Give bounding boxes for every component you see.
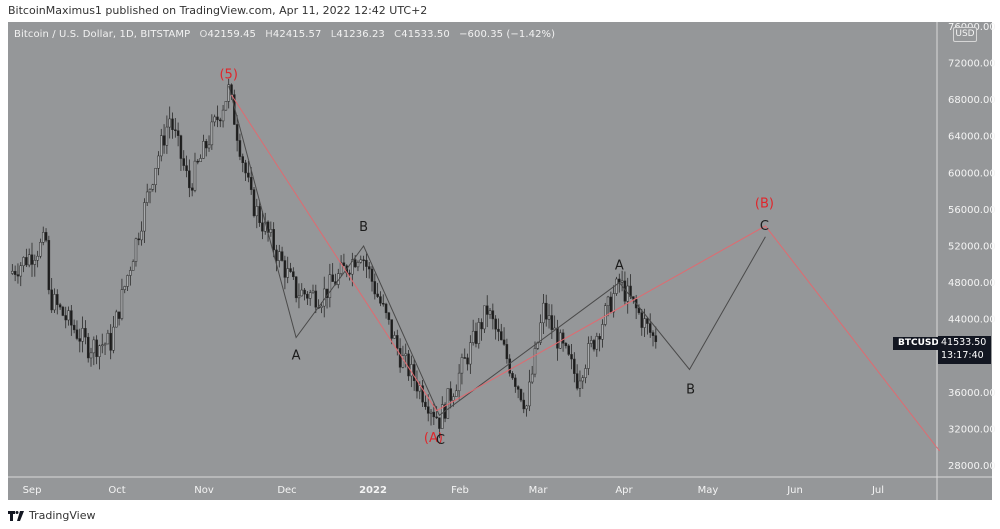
time-tick-label: Mar [529,485,549,496]
candlestick-series [11,78,658,439]
tradingview-logo-icon [8,510,24,521]
symbol-price-tag: BTCUSD [893,337,944,350]
close-value: C41533.50 [394,29,450,40]
price-tick-label: 68000.00 [948,95,996,106]
wave-labels: (5)AB(A)CAB(B)C [219,67,773,447]
price-tick-label: 52000.00 [948,242,996,253]
price-tick-label: 56000.00 [948,205,996,216]
price-tick-label: 72000.00 [948,59,996,70]
time-tick-label: Nov [194,485,214,496]
change-value: −600.35 (−1.42%) [459,29,556,40]
time-tick-label: 2022 [359,485,387,496]
time-tick-label: Feb [451,485,469,496]
time-tick-label: Apr [615,485,633,496]
bar-countdown: 13:17:40 [941,350,984,361]
price-tick-label: 32000.00 [948,425,996,436]
time-tick-label: Oct [108,485,125,496]
price-axis[interactable]: 76000.0072000.0068000.0064000.0060000.00… [948,22,996,472]
wave-label: B [686,383,695,398]
wave-label: (A) [424,431,443,446]
time-tick-label: May [698,485,719,496]
ohlc-legend: Bitcoin / U.S. Dollar, 1D, BITSTAMP O421… [14,29,561,40]
price-tick-label: 28000.00 [948,461,996,472]
publisher-line: BitcoinMaximus1 published on TradingView… [8,4,428,17]
price-tick-label: 44000.00 [948,315,996,326]
time-tick-label: Jul [871,485,884,496]
high-value: H42415.57 [265,29,322,40]
chart-frame [8,22,992,500]
last-price: 41533.50 [941,337,987,348]
time-axis[interactable]: Sep Oct Nov Dec 2022 Feb Mar Apr May Jun Jul [23,485,884,496]
currency-badge[interactable]: USD [953,27,977,42]
wave-count-black-line[interactable] [228,85,766,417]
wave-label: A [615,259,624,274]
time-tick-label: Sep [23,485,42,496]
wave-label: (5) [219,67,237,82]
wave-label: C [436,433,445,448]
open-value: O42159.45 [199,29,256,40]
time-tick-label: Jun [786,485,803,496]
price-tick-label: 64000.00 [948,132,996,143]
price-tick-label: 36000.00 [948,388,996,399]
price-tick-label: 60000.00 [948,168,996,179]
footer-brand: TradingView [8,509,95,522]
price-tick-label: 48000.00 [948,278,996,289]
symbol-description: Bitcoin / U.S. Dollar, 1D, BITSTAMP [14,29,191,40]
low-value: L41236.23 [330,29,385,40]
time-tick-label: Dec [277,485,296,496]
wave-label: (B) [755,197,774,212]
wave-label: C [760,219,769,234]
last-price-tag: 41533.50 13:17:40 [938,336,991,364]
wave-label: A [292,349,301,364]
wave-count-red-line[interactable] [231,94,940,452]
footer-brand-text: TradingView [29,509,96,522]
wave-label: B [359,220,368,235]
